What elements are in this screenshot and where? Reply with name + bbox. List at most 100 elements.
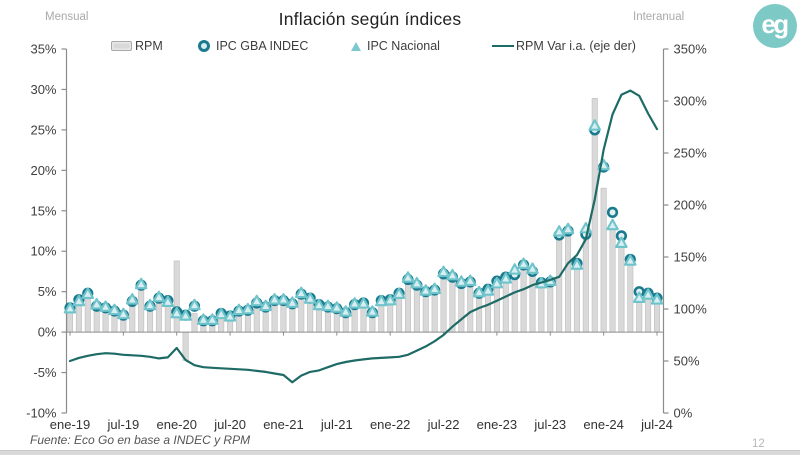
x-axis-labels: ene-19 jul-19 ene-20 jul-20 ene-21 jul-21 ene-… xyxy=(50,417,673,432)
rpm-bar xyxy=(173,260,180,333)
left-axis-tick-label: 5% xyxy=(38,284,57,299)
ipc-nacional-marker xyxy=(206,313,219,325)
ipc-nacional-marker xyxy=(366,305,379,317)
rpm-bar xyxy=(547,283,554,333)
x-axis-label: jul-22 xyxy=(427,417,460,432)
rpm-bar xyxy=(298,295,305,333)
ipc-nacional-marker xyxy=(499,272,513,284)
ipc-nacional-marker xyxy=(241,302,255,315)
ecogo-logo-text: eg xyxy=(761,9,789,39)
right-axis-tick-label: 50% xyxy=(674,354,700,369)
ipc-nacional-marker xyxy=(126,293,139,305)
ipc-nacional-marker xyxy=(188,298,201,311)
left-axis-tick-label: -5% xyxy=(33,365,57,380)
left-axis-tick-label: 0% xyxy=(38,325,57,340)
left-axis-tick-label: 30% xyxy=(30,82,56,97)
x-axis-label: ene-23 xyxy=(477,417,517,432)
ipc-nacional-marker xyxy=(268,293,281,305)
ipc-nacional-marker xyxy=(632,291,646,303)
rpm-var-ia-line xyxy=(68,89,659,384)
ipc-nacional-marker xyxy=(428,282,441,295)
rpm-bar xyxy=(387,301,394,333)
ipc-nacional-marker xyxy=(232,303,246,316)
right-axis-tick-label: 250% xyxy=(674,146,708,161)
rpm-bar xyxy=(538,285,545,333)
rpm-bar xyxy=(440,277,447,333)
rpm-bar xyxy=(645,296,652,333)
legend-item-rpm: RPM xyxy=(111,38,163,54)
ipc-nacional-marker xyxy=(641,288,655,300)
x-axis-label: ene-19 xyxy=(50,417,90,432)
x-axis-label: ene-21 xyxy=(263,417,303,432)
ipc-nacional-marker xyxy=(259,299,272,312)
rpm-bar xyxy=(84,298,91,333)
rpm-bar xyxy=(458,284,465,333)
right-axis-caption: Interanual xyxy=(633,11,685,23)
x-axis-label: jul-19 xyxy=(106,417,139,432)
ipc-nacional-marker xyxy=(223,310,237,322)
rpm-bar xyxy=(191,313,198,333)
rpm-bar xyxy=(618,242,625,333)
ipc-nacional-marker xyxy=(99,300,112,312)
rpm-bar xyxy=(396,296,403,333)
ipc-nacional-marker xyxy=(588,119,601,131)
ipc-nacional-marker xyxy=(179,309,192,321)
ipc-nacional-marker xyxy=(615,236,628,248)
ipc-nacional-marker xyxy=(250,294,264,307)
ipc-nacional-marker xyxy=(197,313,210,325)
ipc-nacional-marker xyxy=(419,284,433,296)
ipc-nacional-marker xyxy=(472,285,486,298)
ipc-nacional-marker xyxy=(117,307,130,320)
chart-legend: RPM IPC GBA INDEC IPC Nacional RPM Var i… xyxy=(0,38,800,54)
left-axis-tick-label: -10% xyxy=(26,406,57,421)
rpm-bar xyxy=(467,284,474,333)
x-axis-label: jul-23 xyxy=(533,417,566,432)
rpm-bar xyxy=(573,267,580,333)
x-axis-label: jul-24 xyxy=(640,417,673,432)
x-axis-label: ene-24 xyxy=(583,417,623,432)
right-axis-tick-label: 100% xyxy=(674,302,708,317)
rpm-bar-swatch-icon xyxy=(111,41,132,51)
rpm-bar xyxy=(307,301,314,333)
right-axis-tick-label: 350% xyxy=(674,42,708,57)
ipc-nacional-marker xyxy=(286,296,299,308)
rpm-bar xyxy=(627,264,634,333)
source-note: Fuente: Eco Go en base a INDEC y RPM xyxy=(30,433,251,447)
ipc-nacional-marker xyxy=(134,277,148,290)
legend-item-ipc-gba: IPC GBA INDEC xyxy=(198,38,308,54)
ipc-nacional-marker xyxy=(490,276,504,289)
ipc-nacional-marker xyxy=(357,297,370,309)
ipc-nacional-marker xyxy=(277,293,290,305)
ipc-gba-markers xyxy=(64,124,663,327)
rpm-bar xyxy=(582,231,589,333)
zero-axis xyxy=(66,331,664,336)
ipc-nacional-marker xyxy=(463,274,477,287)
x-axis-label: ene-22 xyxy=(370,417,410,432)
ipc-nacional-marker xyxy=(570,258,584,270)
ipc-nacional-marker xyxy=(81,287,95,299)
ipc-nacional-marker xyxy=(143,298,157,311)
left-axis-tick-label: 25% xyxy=(30,122,56,137)
ipc-nacional-marker xyxy=(561,222,575,235)
legend-label-ipc-gba: IPC GBA INDEC xyxy=(216,39,309,53)
x-axis-label: jul-20 xyxy=(213,417,246,432)
rpm-bar xyxy=(138,284,145,333)
ipc-nacional-marker xyxy=(161,295,175,308)
x-axis-label: jul-21 xyxy=(320,417,353,432)
rpm-bar xyxy=(485,292,492,333)
rpm-bar xyxy=(431,291,438,333)
rpm-bar xyxy=(378,302,385,333)
ipc-nacional-marker xyxy=(624,254,637,266)
left-axis-caption: Mensual xyxy=(45,11,89,23)
ipc-nacional-marker xyxy=(517,257,530,270)
ipc-nacional-marker xyxy=(401,271,415,283)
ipc-nacional-marker xyxy=(526,262,539,274)
ipc-gba-circle-icon xyxy=(198,40,210,52)
rpm-bar xyxy=(511,273,518,333)
ipc-nacional-marker xyxy=(294,286,308,299)
rpm-bar xyxy=(404,281,411,333)
ipc-nacional-marker xyxy=(321,299,335,312)
rpm-bar xyxy=(609,222,616,333)
right-axis: 350% 300% 250% 200% 150% 100% 50% 0% xyxy=(662,42,708,421)
ipc-nacional-marker xyxy=(375,294,388,307)
